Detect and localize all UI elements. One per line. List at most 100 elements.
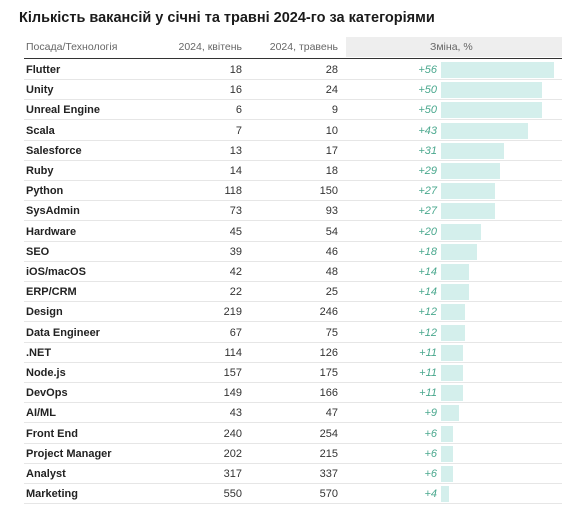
header-may: 2024, травень [269, 41, 338, 53]
table-row: Flutter 18 28 +56 [0, 60, 568, 80]
row-april-value: 42 [229, 266, 242, 278]
row-change-value: +29 [418, 165, 437, 177]
row-divider [24, 483, 562, 484]
row-divider [24, 321, 562, 323]
row-change-value: +50 [418, 104, 437, 117]
row-may-value: 18 [325, 165, 338, 177]
row-april-value: 13 [229, 144, 242, 157]
change-bar [441, 62, 554, 78]
change-bar [441, 183, 496, 200]
row-april-value: 43 [229, 407, 242, 420]
row-name: Hardware [26, 225, 77, 238]
row-name: Project Manager [26, 447, 112, 460]
row-may-value: 54 [325, 225, 338, 238]
row-may-value: 570 [319, 488, 338, 501]
change-bar [441, 264, 470, 280]
row-change-value: +12 [418, 306, 437, 319]
row-change-value: +6 [424, 447, 437, 460]
row-april-value: 73 [229, 205, 242, 218]
change-bar [441, 102, 542, 119]
change-bar [441, 466, 454, 482]
change-header-band [346, 37, 562, 57]
row-name: ERP/CRM [26, 286, 77, 299]
row-may-value: 254 [319, 427, 338, 440]
row-april-value: 45 [229, 225, 242, 238]
change-bar [441, 405, 460, 422]
table-row: .NET 114 126 +11 [0, 343, 568, 363]
table-row: Scala 7 10 +43 [0, 121, 568, 141]
row-change-value: +20 [418, 225, 437, 238]
table-row: SysAdmin 73 93 +27 [0, 201, 568, 222]
header-change: Зміна, % [430, 41, 473, 53]
row-april-value: 22 [229, 286, 242, 299]
row-name: Design [26, 306, 63, 319]
row-may-value: 24 [325, 84, 338, 97]
row-divider [24, 422, 562, 424]
row-name: Python [26, 185, 64, 198]
row-april-value: 550 [223, 488, 242, 501]
row-may-value: 175 [319, 367, 338, 379]
table-row: Analyst 317 337 +6 [0, 464, 568, 484]
row-divider [24, 260, 562, 262]
change-bar [441, 425, 454, 442]
row-divider [24, 503, 562, 505]
change-bar [441, 82, 542, 99]
row-divider [24, 382, 562, 383]
row-change-value: +6 [424, 468, 437, 480]
row-divider [24, 119, 562, 121]
row-may-value: 93 [325, 205, 338, 218]
row-may-value: 215 [319, 447, 338, 460]
change-bar [441, 486, 450, 503]
row-may-value: 48 [325, 266, 338, 278]
row-change-value: +56 [418, 64, 437, 76]
change-bar [441, 203, 496, 220]
row-april-value: 317 [223, 468, 242, 480]
row-may-value: 246 [319, 306, 338, 319]
row-name: SysAdmin [26, 205, 80, 218]
row-divider [24, 99, 562, 101]
table-row: AI/ML 43 47 +9 [0, 403, 568, 424]
row-april-value: 202 [223, 447, 242, 460]
row-change-value: +4 [424, 488, 437, 501]
row-april-value: 157 [223, 367, 242, 379]
row-april-value: 14 [229, 165, 242, 177]
row-change-value: +11 [419, 367, 437, 379]
row-april-value: 240 [223, 427, 242, 440]
header-april: 2024, квітень [178, 41, 243, 53]
table-row: Hardware 45 54 +20 [0, 222, 568, 242]
table-row: DevOps 149 166 +11 [0, 383, 568, 404]
row-may-value: 46 [325, 245, 338, 258]
row-divider [24, 180, 562, 181]
row-april-value: 114 [224, 346, 242, 359]
row-may-value: 126 [319, 346, 338, 359]
row-name: Data Engineer [26, 326, 100, 339]
table-row: Salesforce 13 17 +31 [0, 141, 568, 161]
row-divider [24, 139, 562, 141]
row-change-value: +27 [418, 185, 437, 198]
change-bar [441, 142, 504, 159]
row-change-value: +43 [418, 124, 437, 137]
row-divider [24, 402, 562, 404]
row-change-value: +11 [419, 346, 437, 359]
row-april-value: 118 [224, 185, 242, 198]
table-row: SEO 39 46 +18 [0, 242, 568, 262]
row-change-value: +31 [418, 144, 437, 157]
row-name: Salesforce [26, 144, 82, 157]
row-change-value: +6 [424, 427, 437, 440]
table-row: ERP/CRM 22 25 +14 [0, 282, 568, 303]
row-name: Flutter [26, 64, 61, 76]
row-name: Scala [26, 124, 55, 137]
row-april-value: 149 [223, 387, 242, 400]
table-row: Node.js 157 175 +11 [0, 363, 568, 383]
row-divider [24, 200, 562, 202]
change-bar [441, 365, 464, 381]
row-change-value: +14 [418, 286, 437, 299]
row-divider [24, 462, 562, 464]
row-april-value: 219 [223, 306, 242, 319]
row-may-value: 150 [319, 185, 338, 198]
row-name: Analyst [26, 468, 66, 480]
row-name: Unity [26, 84, 54, 97]
row-may-value: 10 [325, 124, 338, 137]
row-name: Front End [26, 427, 78, 440]
table-row: Marketing 550 570 +4 [0, 484, 568, 505]
